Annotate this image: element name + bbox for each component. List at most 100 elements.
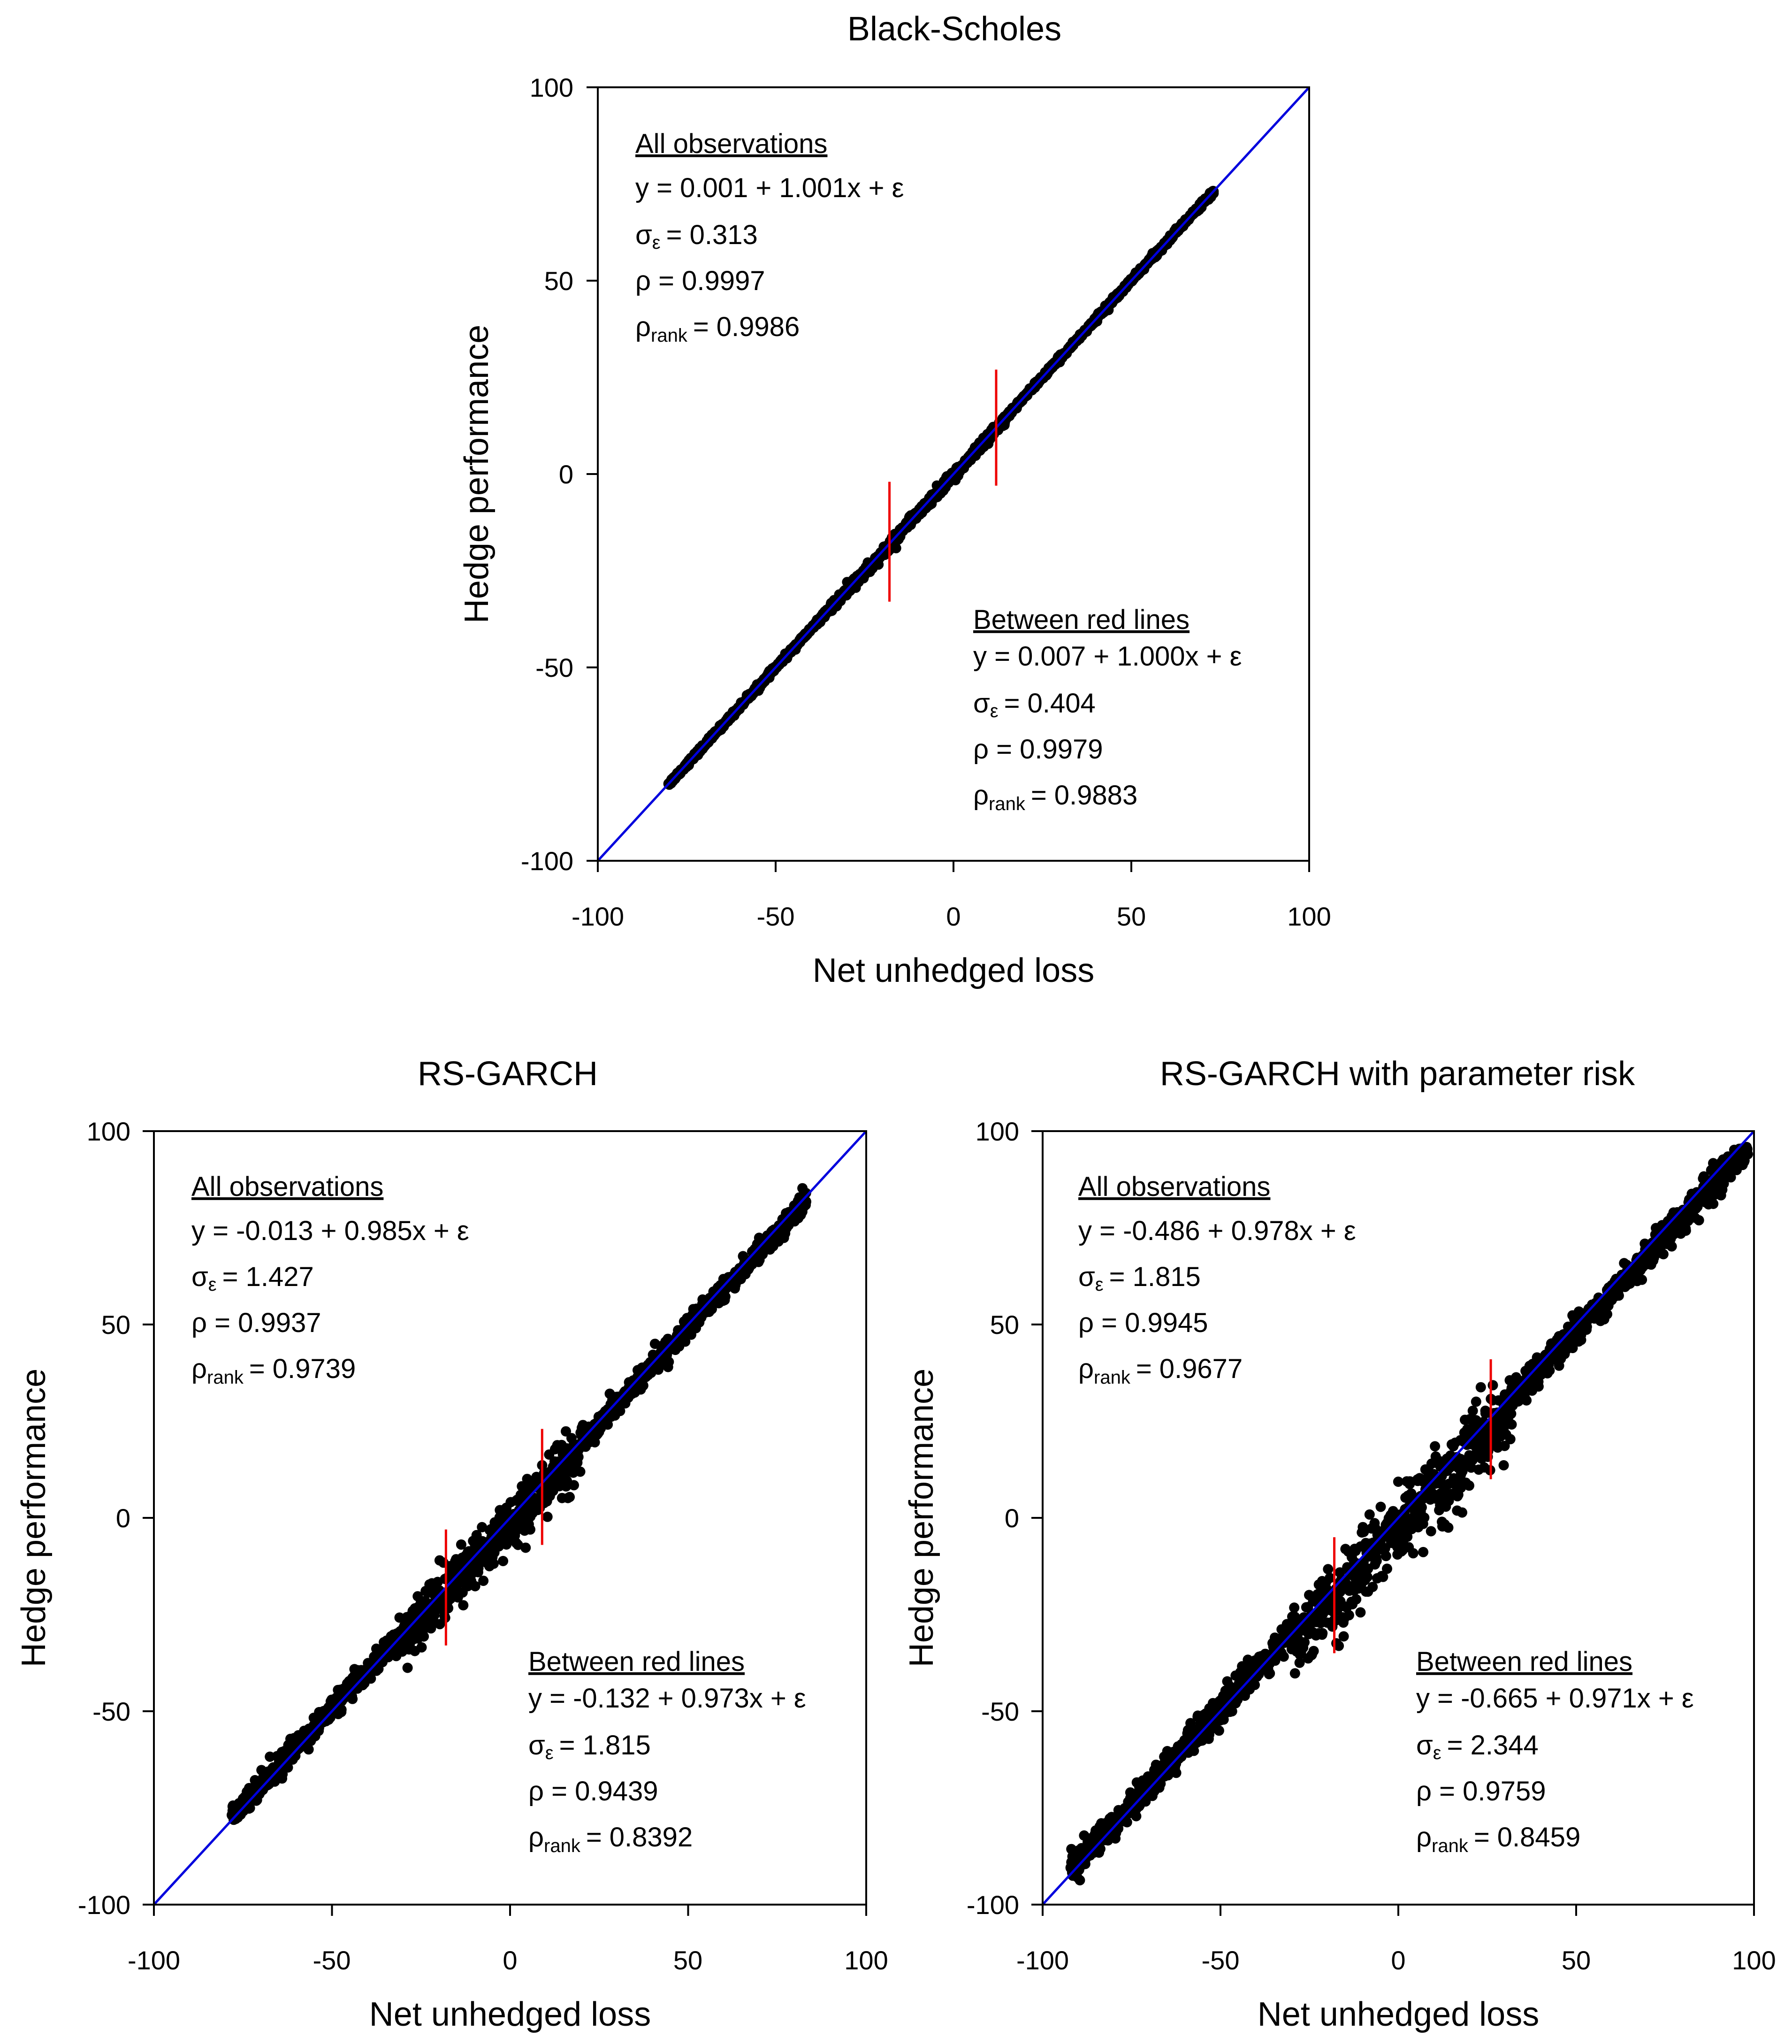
- data-point: [1443, 1522, 1454, 1533]
- diagonal-line: [597, 86, 1310, 862]
- data-point: [1338, 1631, 1349, 1642]
- data-point: [1741, 1143, 1753, 1155]
- data-point: [1471, 1396, 1481, 1407]
- between-equation: y = -0.132 + 0.973x + ε: [528, 1683, 806, 1714]
- between-heading: Between red lines: [528, 1646, 745, 1677]
- data-point: [1171, 1768, 1182, 1778]
- x-tick-label: 100: [1287, 902, 1331, 931]
- all-equation: y = 0.001 + 1.001x + ε: [635, 173, 904, 203]
- data-point: [1364, 1509, 1375, 1520]
- between-heading: Between red lines: [1416, 1646, 1632, 1677]
- data-point: [1334, 1640, 1344, 1651]
- data-point: [1402, 1531, 1413, 1542]
- data-point: [336, 1704, 347, 1715]
- data-point: [488, 1558, 499, 1569]
- data-point: [303, 1744, 314, 1755]
- data-point: [1637, 1274, 1647, 1285]
- y-tick-label: -100: [78, 1890, 130, 1920]
- y-axis-label: Hedge performance: [458, 325, 496, 623]
- data-point: [569, 1480, 579, 1491]
- data-point: [525, 1524, 535, 1535]
- data-point: [458, 1600, 469, 1611]
- all-sigma: σε = 0.313: [635, 220, 758, 253]
- data-point: [1725, 1172, 1736, 1183]
- y-tick-label: 50: [990, 1310, 1019, 1340]
- chart-title: RS-GARCH: [418, 1055, 598, 1093]
- red-lines: [888, 369, 998, 602]
- x-tick-label: -100: [1016, 1945, 1069, 1975]
- data-point: [477, 1522, 488, 1532]
- all-heading: All observations: [1078, 1171, 1270, 1202]
- all-sigma: σε = 1.427: [191, 1262, 314, 1295]
- data-point: [638, 1380, 648, 1391]
- data-point: [498, 1556, 509, 1566]
- data-point: [1521, 1395, 1532, 1406]
- x-axis-label: Net unhedged loss: [1258, 1996, 1539, 2033]
- y-tick-label: -50: [535, 653, 573, 682]
- data-point: [1382, 1563, 1392, 1574]
- data-point: [1367, 1582, 1378, 1592]
- data-point: [1289, 1668, 1300, 1679]
- data-point: [366, 1673, 376, 1684]
- x-tick-label: 50: [673, 1945, 702, 1975]
- x-tick-label: 100: [1732, 1945, 1776, 1975]
- x-tick-label: -100: [128, 1945, 180, 1975]
- data-point: [522, 1474, 533, 1485]
- data-point: [1264, 1669, 1274, 1679]
- all-rho: ρ = 0.9945: [1078, 1308, 1208, 1338]
- data-point: [653, 1364, 663, 1375]
- data-point: [456, 1539, 466, 1550]
- data-point: [478, 1576, 489, 1586]
- data-point: [1581, 1324, 1592, 1335]
- data-point: [1250, 1679, 1260, 1690]
- data-point: [1371, 1555, 1382, 1566]
- data-point: [1294, 1657, 1305, 1668]
- data-point: [1693, 1215, 1704, 1225]
- scatter-points: [1065, 1141, 1753, 1886]
- all-heading: All observations: [191, 1171, 383, 1202]
- x-axis-label: Net unhedged loss: [813, 952, 1094, 989]
- axis-ticks: [143, 1130, 867, 1916]
- data-point: [1544, 1365, 1555, 1376]
- data-point: [1457, 1507, 1467, 1518]
- data-point: [1416, 1502, 1427, 1513]
- y-axis-label: Hedge performance: [903, 1369, 940, 1667]
- all-heading: All observations: [635, 129, 827, 159]
- diagonal-line: [153, 1130, 867, 1906]
- x-tick-label: 100: [844, 1945, 888, 1975]
- panel-black-scholes: Black-Scholes 100 50 0 -50 -100 -100 -50…: [458, 10, 1331, 989]
- data-point: [1464, 1480, 1474, 1491]
- data-point: [1430, 1441, 1441, 1452]
- y-tick-label: -100: [521, 846, 573, 876]
- data-point: [1289, 1602, 1300, 1613]
- data-point: [542, 1511, 553, 1522]
- data-point: [416, 1642, 427, 1653]
- data-point: [1227, 1706, 1237, 1717]
- chart-title: RS-GARCH with parameter risk: [1160, 1055, 1635, 1093]
- data-point: [1408, 1548, 1418, 1559]
- data-point: [1613, 1290, 1624, 1301]
- x-tick-label: -100: [572, 902, 624, 931]
- data-point: [1343, 1610, 1354, 1621]
- y-tick-label: 100: [87, 1117, 130, 1146]
- x-tick-label: 50: [1562, 1945, 1591, 1975]
- y-tick-label: 0: [116, 1503, 130, 1533]
- data-point: [1351, 1594, 1362, 1605]
- y-axis-label: Hedge performance: [15, 1369, 53, 1667]
- between-sigma: σε = 0.404: [973, 688, 1096, 721]
- data-point: [1185, 1718, 1196, 1729]
- data-point: [1498, 1460, 1509, 1470]
- data-point: [663, 1356, 674, 1367]
- data-point: [470, 1581, 480, 1592]
- data-point: [1299, 1637, 1310, 1648]
- data-point: [1533, 1381, 1544, 1392]
- data-point: [1457, 1466, 1468, 1477]
- data-point: [1499, 1440, 1510, 1451]
- data-point: [1419, 1512, 1430, 1523]
- data-point: [1380, 1551, 1391, 1562]
- data-point: [1487, 1380, 1498, 1391]
- chart-title: Black-Scholes: [847, 10, 1061, 48]
- data-point: [1121, 1817, 1132, 1828]
- between-heading: Between red lines: [973, 605, 1190, 635]
